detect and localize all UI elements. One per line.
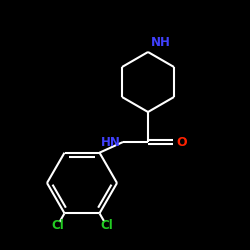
Text: Cl: Cl [51,219,64,232]
Text: NH: NH [151,36,171,49]
Text: Cl: Cl [100,219,113,232]
Text: O: O [176,136,186,148]
Text: HN: HN [101,136,121,148]
